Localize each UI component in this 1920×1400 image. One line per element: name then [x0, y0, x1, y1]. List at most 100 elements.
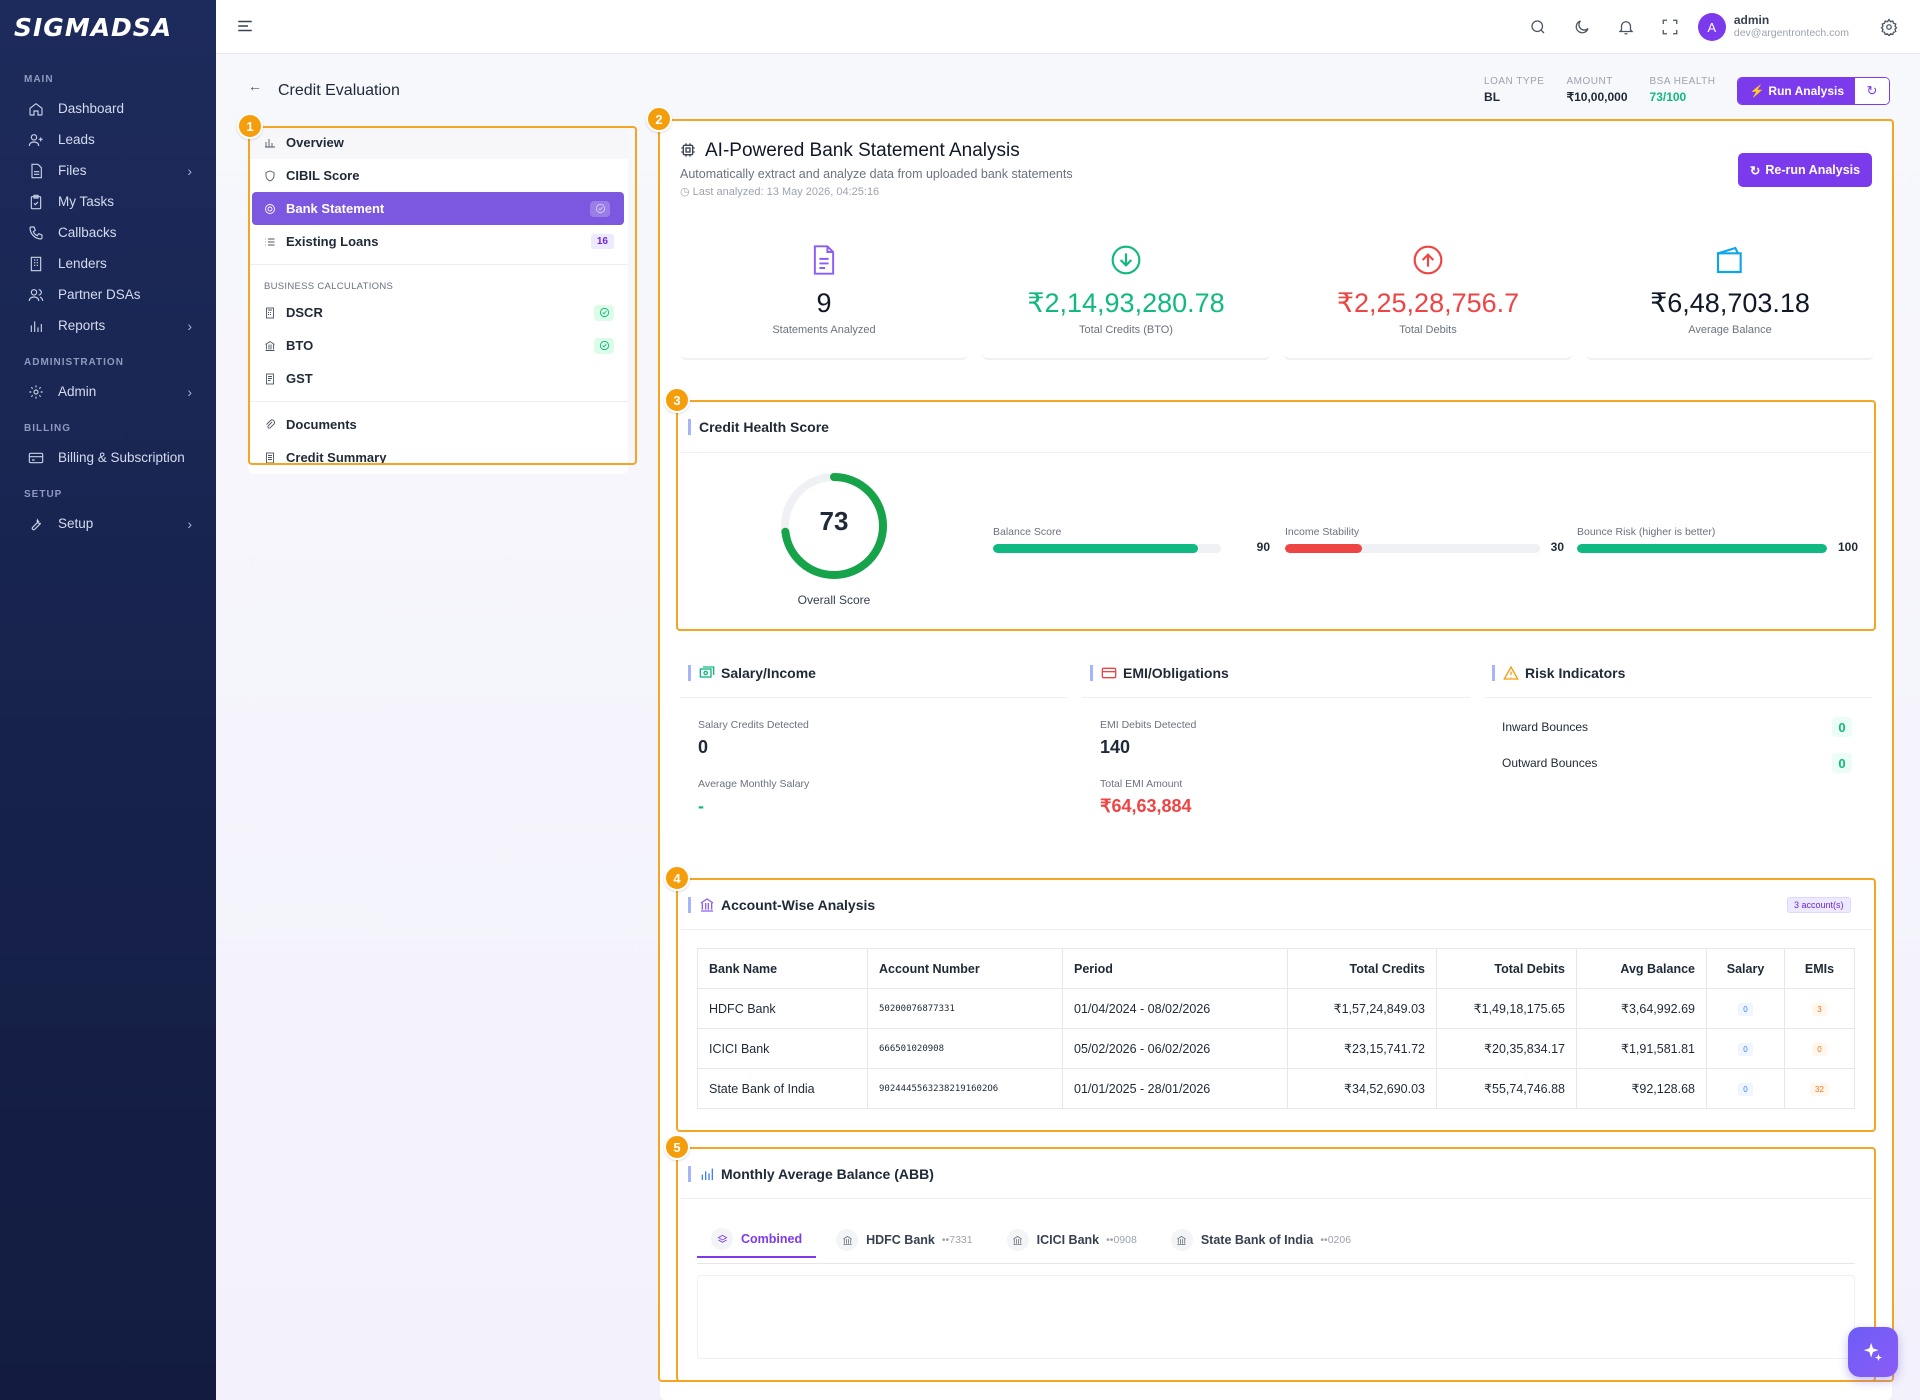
credit-health-label: Credit Health Score [699, 419, 829, 435]
emi-badge: 0 [1812, 1043, 1827, 1056]
tab-icici[interactable]: ICICI Bank ••0908 [993, 1222, 1151, 1258]
eval-nav-label: Bank Statement [286, 201, 385, 216]
menu-icon[interactable] [236, 17, 254, 35]
tab-hdfc[interactable]: HDFC Bank ••7331 [822, 1222, 986, 1258]
sparkle-icon [1863, 1342, 1883, 1362]
eval-nav-existing-loans[interactable]: Existing Loans 16 [248, 225, 628, 258]
marker-2: 2 [646, 106, 672, 132]
users-icon [28, 287, 44, 303]
sidebar-item-billing[interactable]: Billing & Subscription [0, 442, 216, 473]
divider [680, 452, 1872, 453]
wallet-icon [1716, 246, 1742, 274]
divider [680, 697, 1068, 698]
col-emis[interactable]: EMIs [1784, 948, 1855, 989]
file-icon [28, 163, 44, 179]
sidebar-section-main: MAIN [24, 74, 54, 85]
salary-credits-value: 0 [698, 737, 709, 757]
header-meta: LOAN TYPE BL AMOUNT ₹10,00,000 BSA HEALTH 7… [1484, 76, 1890, 105]
sidebar-item-label: Files [58, 163, 87, 178]
sidebar-item-partner-dsas[interactable]: Partner DSAs [0, 279, 216, 310]
eval-nav-cibil[interactable]: CIBIL Score [248, 159, 628, 192]
bsa-health-value: 73/100 [1649, 90, 1687, 104]
eval-nav-overview[interactable]: Overview [248, 126, 628, 159]
lightning-icon: ⚡ [1749, 84, 1765, 98]
cell-account: 50200076877331 [867, 988, 1063, 1029]
sidebar-item-files[interactable]: Files › [0, 155, 216, 186]
eval-nav-label: DSCR [286, 305, 323, 320]
col-total-credits[interactable]: Total Credits [1287, 948, 1437, 989]
eval-nav-documents[interactable]: Documents [248, 408, 628, 441]
stat-label: Total Credits (BTO) [1079, 324, 1173, 336]
eval-nav-bto[interactable]: BTO [248, 329, 628, 362]
eval-nav-dscr[interactable]: DSCR [248, 296, 628, 329]
abb-title: Monthly Average Balance (ABB) [688, 1166, 934, 1182]
tab-combined[interactable]: Combined [697, 1222, 817, 1258]
cell-credits: ₹34,52,690.03 [1287, 1068, 1437, 1109]
search-icon[interactable] [1529, 18, 1547, 36]
table-row[interactable]: ICICI Bank 666501020908 05/02/2026 - 06/… [697, 1028, 1855, 1069]
sidebar-item-setup[interactable]: Setup › [0, 508, 216, 539]
bank-icon [264, 340, 276, 352]
user-info[interactable]: admin dev@argentrontech.com [1734, 14, 1849, 40]
account-wise-title: Account-Wise Analysis [688, 897, 875, 913]
home-icon [28, 101, 44, 117]
refresh-icon[interactable]: ↻ [1855, 78, 1889, 104]
salary-income-label: Salary/Income [721, 665, 816, 681]
sidebar-item-admin[interactable]: Admin › [0, 376, 216, 407]
table-row[interactable]: State Bank of India 90244455632382191602… [697, 1068, 1855, 1109]
bar-chart-icon [699, 1166, 715, 1182]
sidebar-item-reports[interactable]: Reports › [0, 310, 216, 341]
divider [1484, 697, 1872, 698]
eval-nav-gst[interactable]: GST [248, 362, 628, 395]
balance-score-fill [993, 544, 1199, 553]
col-salary[interactable]: Salary [1706, 948, 1785, 989]
back-arrow-icon[interactable]: ← [248, 78, 262, 94]
tab-sbi[interactable]: State Bank of India ••0206 [1157, 1222, 1365, 1258]
avg-salary-label: Average Monthly Salary [698, 778, 810, 790]
eval-nav-bank-statement[interactable]: Bank Statement [252, 192, 624, 225]
warning-icon [1503, 665, 1519, 681]
table-row[interactable]: HDFC Bank 50200076877331 01/04/2024 - 08… [697, 988, 1855, 1029]
sidebar-item-callbacks[interactable]: Callbacks [0, 217, 216, 248]
sidebar-item-my-tasks[interactable]: My Tasks [0, 186, 216, 217]
wrench-icon [28, 516, 44, 532]
col-bank-name[interactable]: Bank Name [697, 948, 868, 989]
emi-debits-value: 140 [1100, 737, 1131, 757]
settings-gear-icon[interactable] [1880, 18, 1898, 38]
loan-type-value: BL [1484, 90, 1501, 104]
sidebar-item-label: Reports [58, 318, 106, 333]
col-account-number[interactable]: Account Number [867, 948, 1063, 989]
total-emi-value: ₹64,63,884 [1100, 796, 1192, 816]
risk-indicators-title: Risk Indicators [1492, 665, 1625, 681]
calculator-icon [264, 307, 276, 319]
run-analysis-button[interactable]: ⚡ Run Analysis [1738, 78, 1855, 104]
chevron-right-icon: › [187, 516, 192, 532]
salary-income-title: Salary/Income [688, 665, 816, 681]
divider [680, 929, 1872, 930]
sidebar: SIGMADSA MAIN Dashboard Leads Files › My… [0, 0, 216, 1400]
col-avg-balance[interactable]: Avg Balance [1576, 948, 1707, 989]
avatar[interactable]: A [1697, 13, 1726, 41]
sidebar-item-dashboard[interactable]: Dashboard [0, 93, 216, 124]
sidebar-item-lenders[interactable]: Lenders [0, 248, 216, 279]
ai-assistant-button[interactable] [1848, 1327, 1898, 1377]
sidebar-item-leads[interactable]: Leads [0, 124, 216, 155]
brand-logo[interactable]: SIGMADSA [14, 12, 173, 42]
moon-icon[interactable] [1573, 18, 1591, 36]
col-total-debits[interactable]: Total Debits [1436, 948, 1577, 989]
marker-3: 3 [664, 387, 690, 413]
section-accent [688, 897, 691, 913]
eval-nav-label: Documents [286, 417, 357, 432]
highlight-box-1 [248, 126, 637, 465]
col-period[interactable]: Period [1062, 948, 1288, 989]
stat-label: Statements Analyzed [772, 324, 876, 336]
rerun-analysis-button[interactable]: ↻ Re-run Analysis [1738, 153, 1872, 187]
sidebar-item-label: Billing & Subscription [58, 450, 185, 465]
bell-icon[interactable] [1617, 18, 1635, 36]
cell-avg: ₹92,128.68 [1576, 1068, 1707, 1109]
bounce-risk-fill [1577, 544, 1827, 553]
fullscreen-icon[interactable] [1661, 18, 1679, 36]
stat-card-credits: ₹2,14,93,280.78 Total Credits (BTO) [982, 230, 1270, 360]
sidebar-item-label: Admin [58, 384, 97, 399]
eval-nav-credit-summary[interactable]: Credit Summary [248, 441, 628, 474]
